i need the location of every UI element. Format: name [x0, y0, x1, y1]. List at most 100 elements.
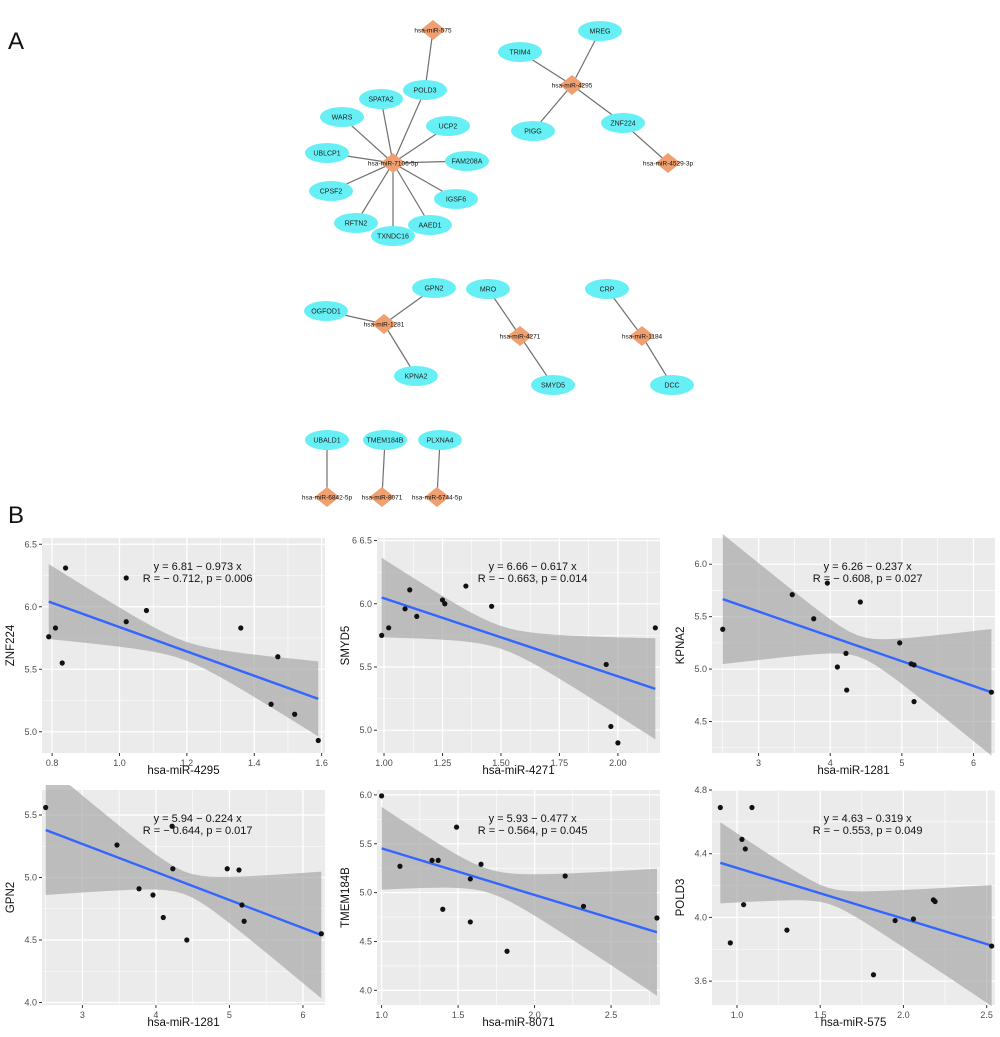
chart-2: y = 6.26 − 0.237 xR = − 0.608, p = 0.027…	[675, 534, 995, 777]
panel-label-a: A	[8, 28, 25, 55]
y-tick-label: 6 6.5	[352, 536, 372, 546]
data-point	[275, 654, 281, 660]
regression-annotation: R = − 0.644, p = 0.017	[143, 825, 253, 837]
gene-label: CRP	[600, 287, 615, 294]
regression-annotation: R = − 0.608, p = 0.027	[813, 573, 923, 585]
regression-annotation: y = 6.81 − 0.973 x	[154, 561, 243, 573]
gene-node-spata2: SPATA2	[359, 89, 403, 109]
x-tick-label: 1.2	[181, 758, 194, 768]
regression-line	[722, 597, 992, 694]
regression-line	[381, 847, 658, 934]
gene-label: MRO	[480, 287, 497, 294]
data-point	[467, 919, 473, 925]
y-tick-label: 6.0	[694, 559, 707, 569]
data-point	[236, 867, 242, 873]
y-tick-label: 4.5	[694, 717, 707, 727]
mirna-node-m4271: hsa-miR-4271	[500, 326, 541, 346]
data-point	[603, 661, 609, 668]
data-point	[932, 898, 938, 905]
y-axis-label: KPNA2	[675, 627, 687, 665]
panel-label-b: B	[8, 502, 25, 529]
data-point	[379, 632, 385, 638]
gene-label: PLXNA4	[427, 438, 454, 445]
mirna-node-m6842: hsa-miR-6842-5p	[302, 487, 353, 507]
y-tick-label: 4.4	[694, 849, 707, 859]
gene-label: SPATA2	[368, 97, 393, 104]
data-point	[742, 846, 748, 852]
y-tick-label: 5.5	[359, 662, 372, 672]
regression-line	[719, 861, 993, 947]
gene-node-pigg: PIGG	[511, 121, 555, 141]
gene-node-igsf6: IGSF6	[434, 189, 478, 209]
x-tick-label: 6	[300, 1010, 305, 1020]
regression-annotation: y = 4.63 − 0.319 x	[824, 813, 913, 825]
gene-node-crp: CRP	[585, 279, 629, 299]
mirna-nodes: hsa-miR-575 hsa-miR-7106-5p hsa-miR-4295 hs…	[302, 20, 693, 507]
network-edge-m7106-SPATA2	[380, 98, 394, 164]
mirna-label: hsa-miR-575	[414, 28, 452, 35]
x-axis-label: hsa-miR-1281	[147, 1017, 219, 1029]
x-axis-label: hsa-miR-575	[821, 1017, 887, 1029]
data-point	[717, 804, 723, 811]
mirna-node-m4529: hsa-miR-4529-3p	[643, 153, 693, 173]
data-point	[615, 740, 621, 746]
y-axis-label: ZNF224	[5, 624, 17, 666]
data-point	[784, 927, 790, 933]
gene-node-txndc16: TXNDC16	[371, 226, 415, 246]
x-axis-label: hsa-miR-4271	[482, 765, 554, 777]
data-point	[402, 606, 408, 612]
mirna-label: hsa-miR-6842-5p	[302, 495, 353, 502]
gene-label: MREG	[590, 29, 611, 36]
gene-label: RFTN2	[345, 221, 368, 228]
data-point	[429, 857, 435, 863]
mirna-label: hsa-miR-1184	[622, 334, 663, 341]
x-tick-label: 4	[828, 758, 833, 768]
network-edge-m575-POLD3	[424, 29, 434, 91]
x-tick-label: 2.0	[528, 1010, 541, 1020]
mirna-label: hsa-miR-4271	[500, 334, 541, 341]
data-point	[292, 711, 298, 717]
data-point	[739, 836, 745, 842]
y-axis-label: TMEM184B	[340, 867, 352, 928]
gene-label: ZNF224	[610, 121, 635, 128]
data-point	[169, 823, 175, 829]
mirna-node-m1184: hsa-miR-1184	[622, 326, 663, 346]
mirna-label: hsa-miR-6744-5p	[412, 495, 463, 502]
regression-annotation: R = − 0.712, p = 0.006	[143, 573, 253, 585]
chart-0: y = 6.81 − 0.973 xR = − 0.712, p = 0.006…	[5, 538, 328, 777]
regression-line	[381, 596, 656, 690]
x-tick-label: 2.5	[605, 1010, 618, 1020]
confidence-band	[381, 557, 656, 740]
data-point	[62, 565, 69, 571]
data-point	[440, 906, 446, 912]
data-point	[407, 587, 413, 593]
data-point	[184, 937, 190, 943]
mirna-node-m4295: hsa-miR-4295	[552, 75, 593, 95]
chart-4: y = 5.93 − 0.477 xR = − 0.564, p = 0.045…	[340, 790, 660, 1029]
x-axis-label: hsa-miR-1281	[817, 765, 889, 777]
x-tick-label: 1.4	[248, 758, 261, 768]
data-point	[562, 873, 568, 879]
y-tick-label: 5.0	[359, 725, 372, 735]
x-tick-label: 1.5	[452, 1010, 465, 1020]
gene-label: UBLCP1	[313, 151, 340, 158]
y-tick-label: 5.5	[694, 612, 707, 622]
regression-line	[45, 828, 322, 937]
data-point	[239, 902, 245, 908]
y-tick-label: 3.6	[694, 976, 707, 986]
data-point	[834, 664, 840, 670]
data-point	[897, 640, 903, 646]
data-point	[52, 625, 59, 631]
gene-node-dcc: DCC	[650, 375, 694, 395]
gene-nodes: POLD3 SPATA2 WARS UCP2 UBLCP1 FAM208A CPSF2 IGS…	[304, 21, 694, 450]
data-point	[478, 861, 484, 867]
y-tick-label: 5.5	[359, 839, 372, 849]
regression-line	[48, 600, 319, 701]
y-tick-label: 4.8	[694, 785, 707, 795]
gene-label: PIGG	[524, 129, 542, 136]
gene-node-ublcp1: UBLCP1	[305, 143, 349, 163]
